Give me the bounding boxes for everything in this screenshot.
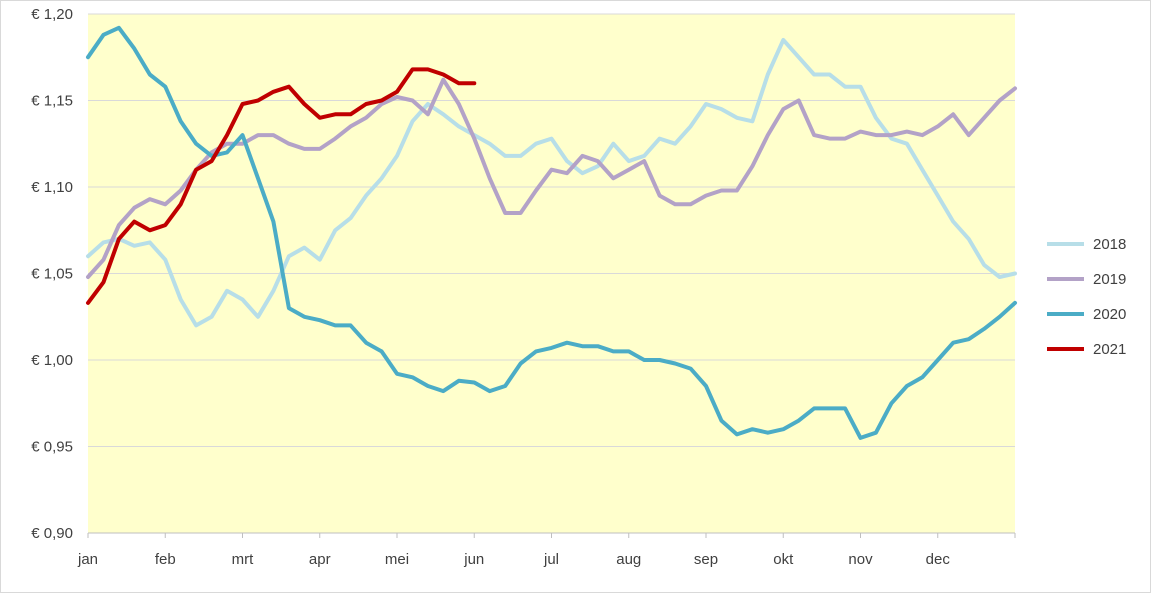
x-tick-label: dec xyxy=(926,551,951,568)
legend: 2018 2019 2020 2021 xyxy=(1047,236,1126,358)
x-tick-label: apr xyxy=(309,551,331,568)
series-line-2018 xyxy=(86,37,1017,328)
legend-label-2020: 2020 xyxy=(1093,306,1126,323)
y-tick-label: € 1,20 xyxy=(31,6,73,23)
series-line-2020 xyxy=(86,25,1017,440)
series-line-2021 xyxy=(86,67,477,305)
x-tick-label: okt xyxy=(773,551,794,568)
x-axis-ticks: jan feb mrt apr mei jun jul aug sep okt nov dec xyxy=(77,532,1016,568)
y-tick-label: € 1,00 xyxy=(31,352,73,369)
x-tick-label: mei xyxy=(385,551,409,568)
y-tick-label: € 0,95 xyxy=(31,439,73,456)
x-tick-label: jan xyxy=(77,551,98,568)
legend-label-2019: 2019 xyxy=(1093,271,1126,288)
y-tick-label: € 1,05 xyxy=(31,266,73,283)
series-lines xyxy=(86,25,1017,440)
series-line-2019 xyxy=(86,77,1017,279)
y-tick-label: € 0,90 xyxy=(31,525,73,542)
y-tick-label: € 1,10 xyxy=(31,179,73,196)
x-tick-label: sep xyxy=(694,551,718,568)
legend-label-2018: 2018 xyxy=(1093,236,1126,253)
x-tick-label: mrt xyxy=(232,551,254,568)
x-tick-label: aug xyxy=(616,551,641,568)
x-tick-label: jun xyxy=(463,551,484,568)
y-axis-ticks: € 0,90 € 0,95 € 1,00 € 1,05 € 1,10 € 1,15 € 1,… xyxy=(31,6,73,542)
x-tick-label: nov xyxy=(848,551,873,568)
y-tick-label: € 1,15 xyxy=(31,93,73,110)
x-tick-label: feb xyxy=(155,551,176,568)
legend-label-2021: 2021 xyxy=(1093,341,1126,358)
x-tick-label: jul xyxy=(543,551,559,568)
